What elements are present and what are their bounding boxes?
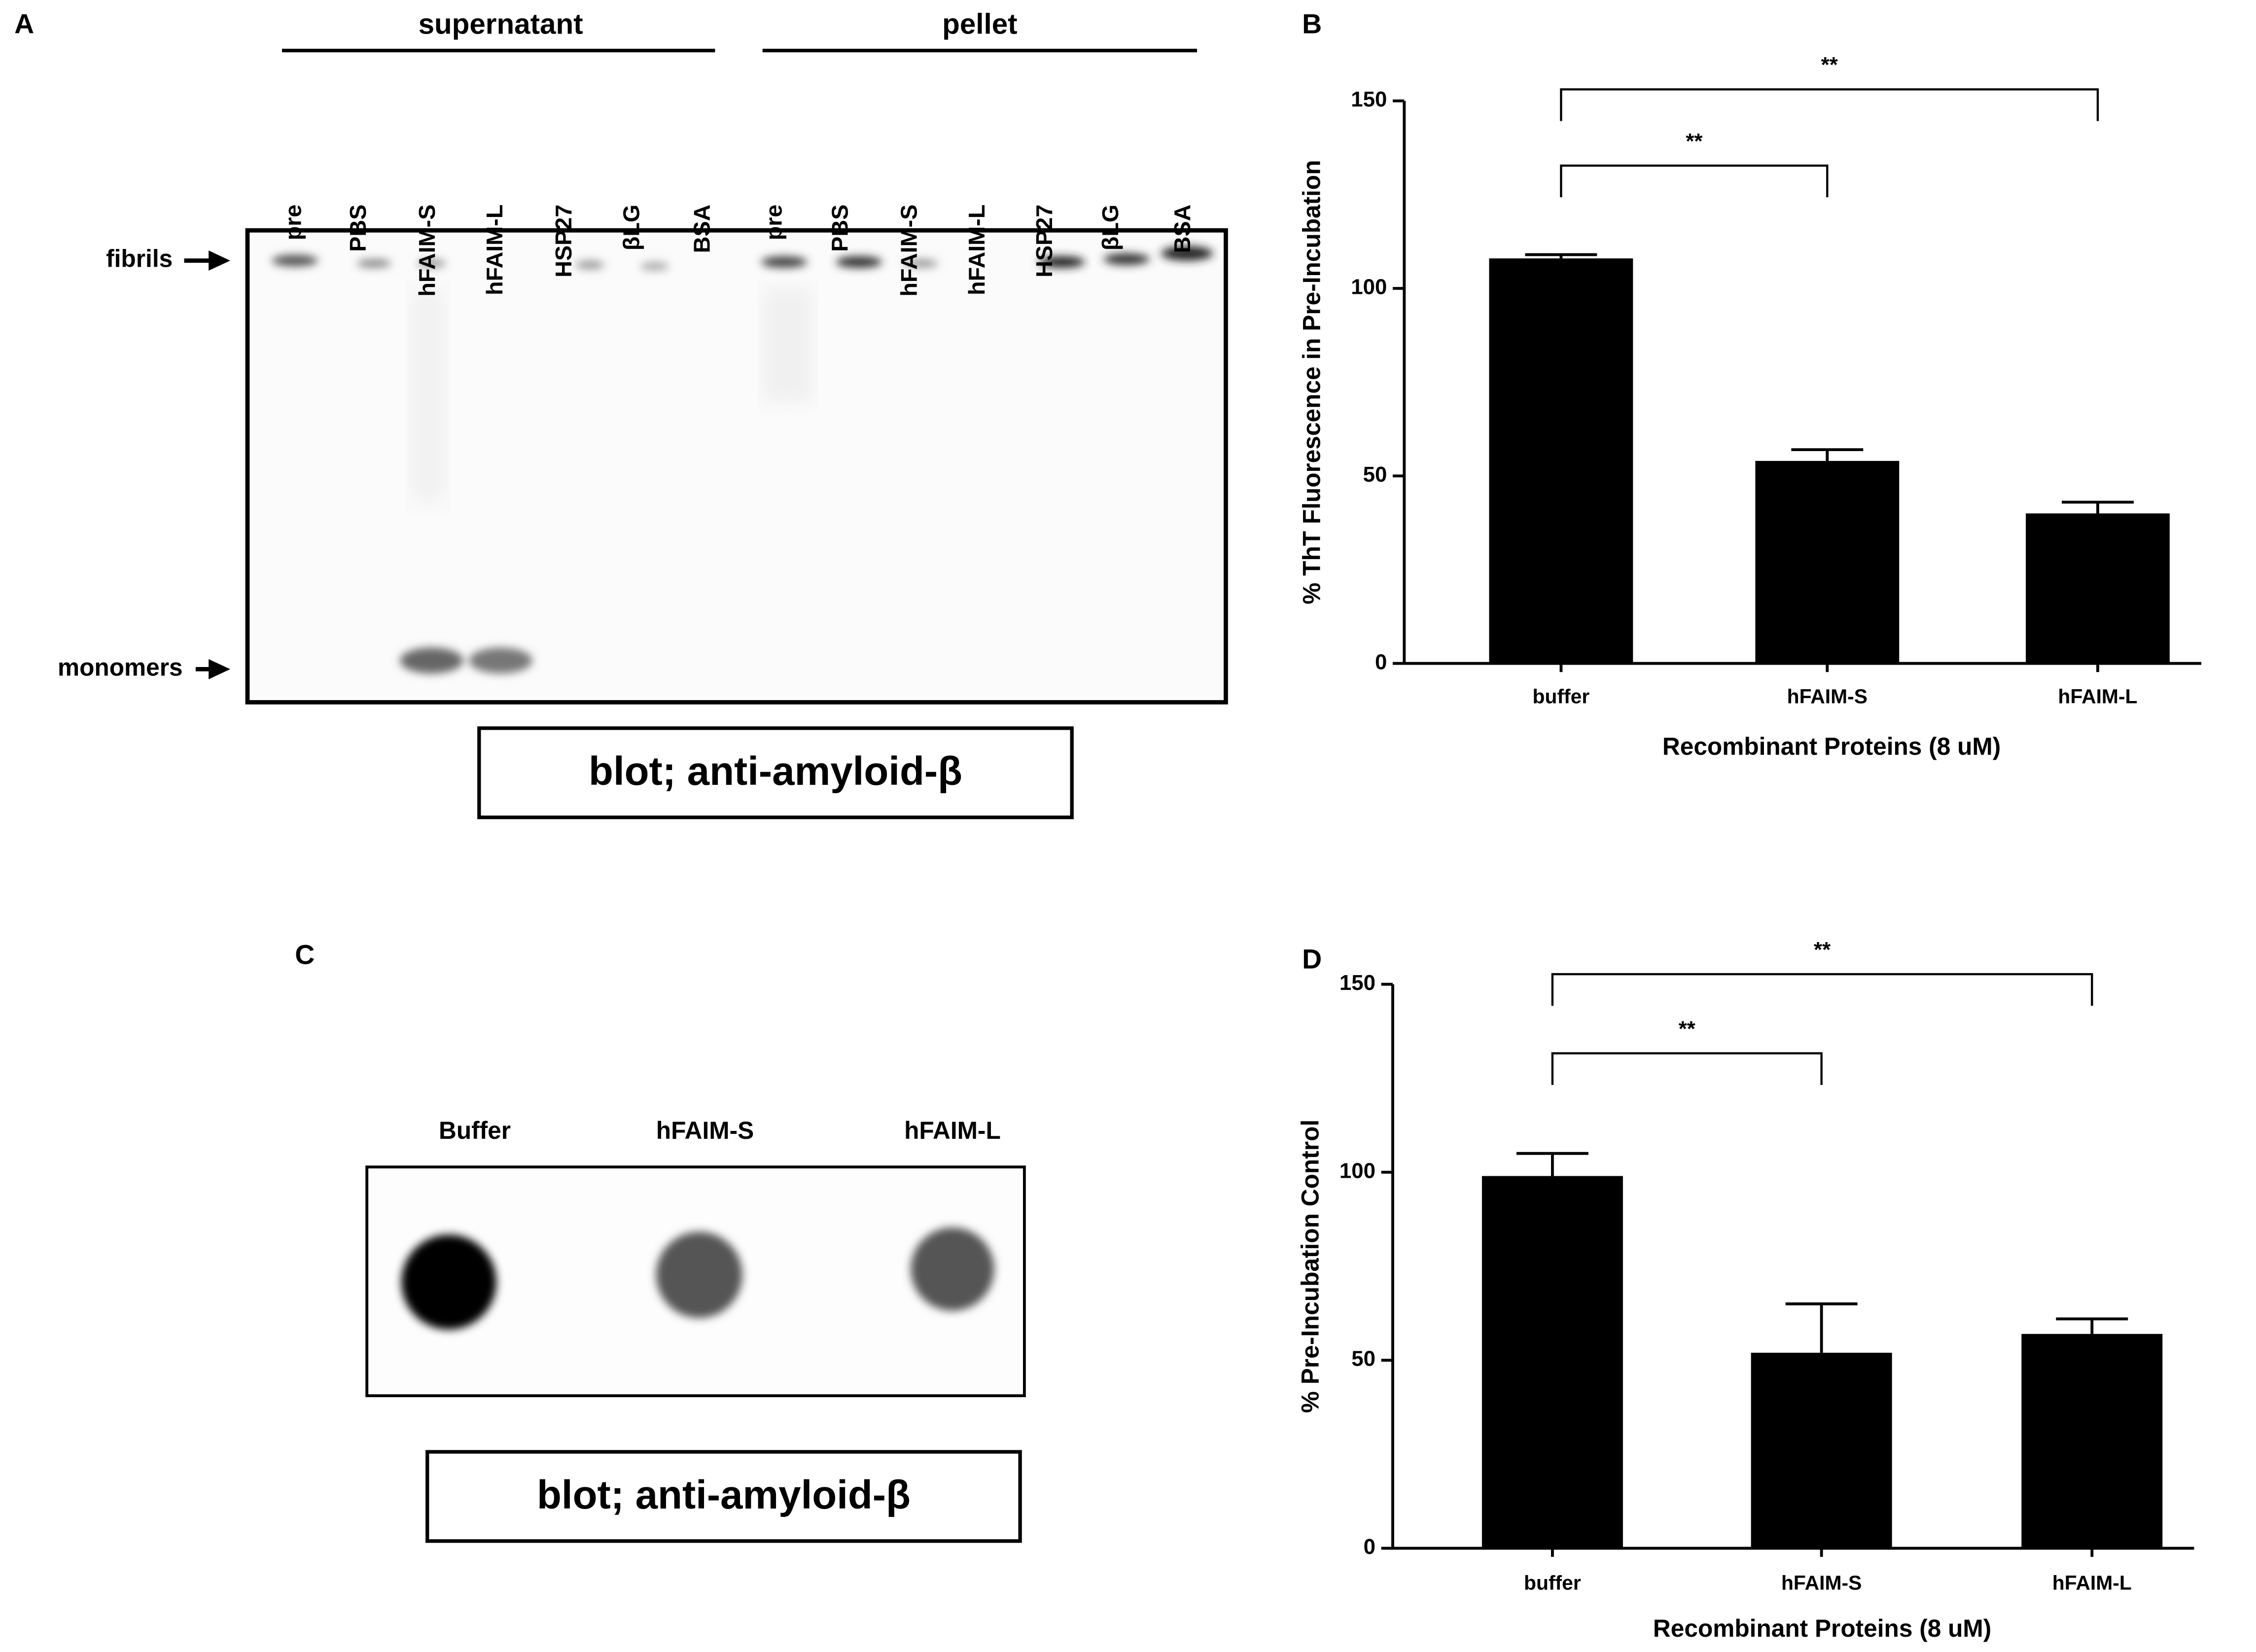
y-tick-label: 100 xyxy=(1340,1159,1375,1183)
x-tick-label: hFAIM-L xyxy=(2058,685,2137,708)
lane-label: pre xyxy=(281,205,306,241)
error-bar xyxy=(2062,500,2134,514)
lane-label: hFAIM-S xyxy=(896,205,922,297)
lane-label: PBS xyxy=(827,205,853,252)
lane-label: hFAIM-L xyxy=(482,205,507,295)
lane-label: hFAIM-L xyxy=(964,205,989,295)
x-tick-label: buffer xyxy=(1524,1571,1581,1594)
significance-bracket xyxy=(1551,973,2093,1006)
marker-label: monomers xyxy=(58,654,183,681)
y-tick-label: 50 xyxy=(1363,462,1387,487)
lane-label: hFAIM-L xyxy=(904,1117,1001,1144)
x-tick-label: hFAIM-S xyxy=(1781,1571,1862,1594)
dot xyxy=(911,1227,994,1311)
lane-label: hFAIM-S xyxy=(656,1117,754,1144)
y-tick-label: 150 xyxy=(1340,971,1375,995)
y-tick-label: 150 xyxy=(1351,87,1387,111)
gel-smear xyxy=(762,288,813,403)
lane-label: BSA xyxy=(689,205,714,253)
arrow xyxy=(209,250,230,271)
group-label: pellet xyxy=(942,8,1017,40)
gel-frame xyxy=(245,228,1228,704)
bar xyxy=(1755,460,1900,664)
lane-label: hFAIM-S xyxy=(414,205,440,297)
x-axis-label: Recombinant Proteins (8 uM) xyxy=(1662,733,2001,760)
lane-label: BSA xyxy=(1169,205,1195,253)
error-bar xyxy=(1791,448,1864,461)
panel-label: C xyxy=(295,940,315,970)
significance-bracket xyxy=(1560,164,1829,198)
caption: blot; anti-amyloid-β xyxy=(537,1473,911,1517)
gel-smear xyxy=(410,288,446,504)
bar xyxy=(1751,1352,1892,1548)
lane-label: HSP27 xyxy=(1031,205,1057,278)
dot xyxy=(656,1231,742,1318)
error-bar xyxy=(1516,1152,1588,1176)
y-axis-label: % Pre-Incubation Control xyxy=(1297,1120,1324,1413)
error-bar xyxy=(1785,1302,1858,1353)
caption-box xyxy=(425,1450,1022,1543)
lane-label: βLG xyxy=(618,205,644,250)
x-tick-label: hFAIM-L xyxy=(2052,1571,2132,1594)
y-tick-label: 50 xyxy=(1351,1347,1375,1371)
bar xyxy=(2021,1334,2163,1548)
caption: blot; anti-amyloid-β xyxy=(589,749,962,794)
panel-label: B xyxy=(1302,9,1322,39)
lane-label: Buffer xyxy=(439,1117,511,1144)
lane-label: pre xyxy=(761,205,786,241)
significance-bracket xyxy=(1551,1052,1823,1085)
marker-label: fibrils xyxy=(106,245,173,273)
lane-label: PBS xyxy=(345,205,371,252)
y-tick-label: 100 xyxy=(1351,275,1387,299)
significance-label: ** xyxy=(1814,938,1831,962)
arrow xyxy=(209,659,230,679)
bar xyxy=(1481,1176,1623,1548)
x-axis-label: Recombinant Proteins (8 uM) xyxy=(1653,1615,1991,1642)
lane-label: βLG xyxy=(1097,205,1123,250)
significance-label: ** xyxy=(1821,53,1838,77)
x-tick-label: buffer xyxy=(1533,685,1590,708)
y-axis-label: % ThT Fluorescence in Pre-Incubation xyxy=(1298,160,1326,604)
bar xyxy=(1489,258,1633,664)
bar xyxy=(2026,513,2170,664)
significance-bracket xyxy=(1560,88,2099,121)
lane-label: HSP27 xyxy=(551,205,576,278)
dot xyxy=(401,1234,496,1330)
group-label: supernatant xyxy=(419,8,583,40)
panel-label: A xyxy=(14,9,34,39)
x-tick-label: hFAIM-S xyxy=(1787,685,1868,708)
error-bar xyxy=(2056,1317,2128,1334)
error-bar xyxy=(1525,253,1597,259)
panel-label: D xyxy=(1302,944,1322,974)
significance-label: ** xyxy=(1679,1017,1695,1041)
gel-bands xyxy=(272,246,1213,674)
caption-box xyxy=(477,726,1074,819)
y-tick-label: 0 xyxy=(1375,650,1387,674)
y-tick-label: 0 xyxy=(1364,1535,1375,1559)
significance-label: ** xyxy=(1686,129,1702,153)
